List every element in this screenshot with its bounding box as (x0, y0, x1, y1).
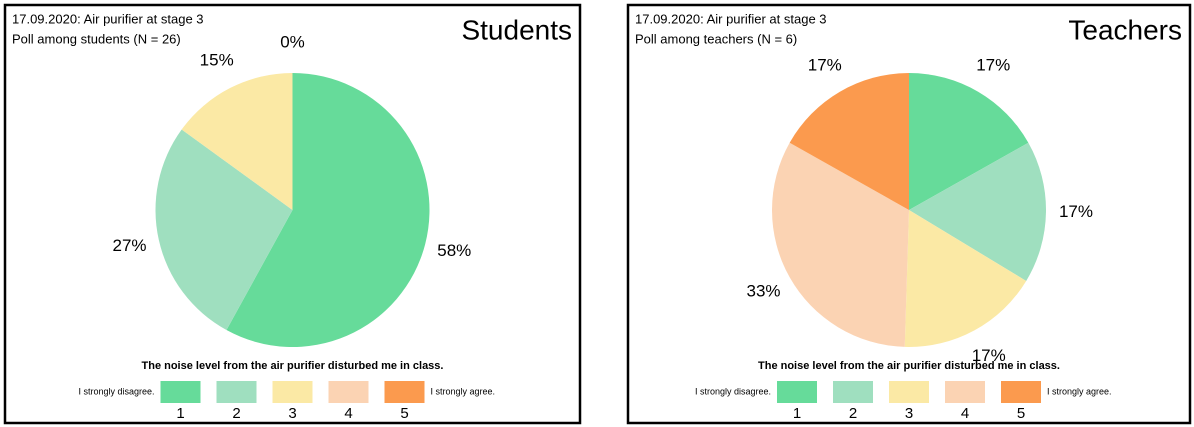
legend-label: 1 (176, 405, 184, 422)
legend-right: I strongly agree. (1047, 386, 1112, 396)
caption: The noise level from the air purifier di… (758, 360, 1060, 372)
legend-left: I strongly disagree. (78, 386, 154, 396)
legend-swatch (160, 381, 201, 403)
data-label: 58% (437, 241, 471, 260)
pie-slice (909, 142, 1046, 281)
pie-slice (909, 73, 1029, 210)
subtitle: 17.09.2020: Air purifier at stage 3 (635, 11, 827, 26)
legend-swatch (328, 381, 369, 403)
chart-title: Teachers (1068, 14, 1182, 45)
pie-slice (772, 142, 909, 347)
legend-label: 4 (961, 405, 969, 422)
legend-swatch (1001, 381, 1041, 403)
data-label: 17% (972, 346, 1006, 365)
legend-label: 4 (344, 405, 352, 422)
legend-label: 5 (1017, 405, 1025, 422)
data-label: 27% (113, 236, 147, 255)
pie-slice (789, 73, 909, 210)
legend-swatch (777, 381, 817, 403)
legend-label: 1 (793, 405, 801, 422)
data-label: 17% (976, 55, 1010, 74)
legend-swatch (945, 381, 985, 403)
data-label: 33% (747, 281, 781, 300)
pie-slice (904, 210, 1027, 347)
legend-label: 3 (288, 405, 296, 422)
legend-label: 2 (232, 405, 240, 422)
pie-slice (155, 129, 293, 331)
chart-title: Students (461, 14, 572, 45)
legend-swatch (384, 381, 425, 403)
pie-slice (181, 73, 293, 210)
legend-label: 3 (905, 405, 913, 422)
data-label: 17% (808, 55, 842, 74)
legend-swatch (889, 381, 929, 403)
legend-swatch (272, 381, 313, 403)
pie-slice (226, 73, 430, 347)
subtitle: Poll among teachers (N = 6) (635, 31, 797, 46)
data-label: 15% (200, 51, 234, 70)
data-label: 17% (1059, 202, 1093, 221)
legend-label: 5 (400, 405, 408, 422)
legend-swatch (833, 381, 873, 403)
data-label: 0% (280, 32, 305, 51)
caption: The noise level from the air purifier di… (142, 360, 444, 372)
legend-right: I strongly agree. (431, 386, 496, 396)
panel-border (626, 3, 1192, 425)
panel-border (3, 3, 582, 425)
legend-label: 2 (849, 405, 857, 422)
legend-left: I strongly disagree. (695, 386, 771, 396)
subtitle: 17.09.2020: Air purifier at stage 3 (12, 11, 204, 26)
subtitle: Poll among students (N = 26) (12, 31, 181, 46)
legend-swatch (216, 381, 257, 403)
